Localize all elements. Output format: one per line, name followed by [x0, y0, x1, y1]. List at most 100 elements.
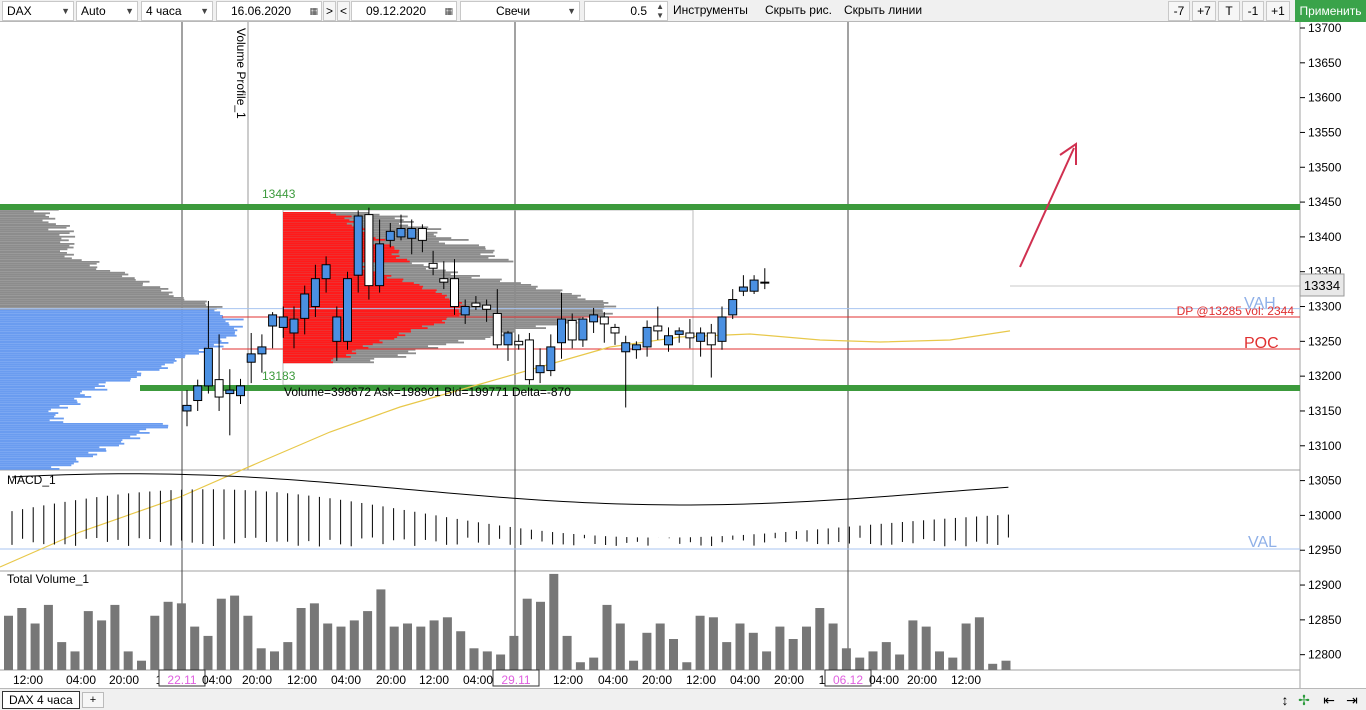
profile-bar — [0, 261, 100, 263]
profile-bar — [0, 428, 147, 431]
chevron-down-icon: ▼ — [567, 6, 576, 16]
step-value: 0.5 — [630, 4, 647, 18]
volume-bar — [270, 651, 279, 670]
expand-icon[interactable]: ✢ — [1298, 692, 1310, 708]
volume-bar — [323, 623, 333, 670]
volume-bar — [868, 651, 878, 670]
next-button[interactable]: > — [323, 1, 336, 21]
plus7-button[interactable]: +7 — [1192, 1, 1216, 21]
symbol-select[interactable]: DAX ▼ — [2, 1, 74, 21]
scale-select[interactable]: Auto ▼ — [76, 1, 138, 21]
profile-bar-ask — [283, 339, 380, 342]
spinner-icon[interactable]: ▲ ▼ — [656, 2, 664, 20]
profile-bar — [0, 295, 174, 297]
profile-bar — [0, 405, 60, 407]
volume-bar — [509, 635, 519, 670]
minus1-button[interactable]: -1 — [1242, 1, 1264, 21]
profile-bar — [0, 444, 119, 447]
volume-bar — [802, 626, 811, 670]
profile-bar — [0, 313, 221, 315]
profile-bar — [0, 450, 107, 452]
profile-bar-ask — [283, 257, 396, 259]
apply-button[interactable]: Применить — [1295, 0, 1366, 22]
profile-bar — [0, 336, 227, 339]
up-arrow-drawing[interactable] — [1019, 142, 1077, 268]
profile-bar — [0, 230, 74, 233]
hide-drawings-button[interactable]: Скрыть рис. — [765, 3, 833, 17]
date-from-field[interactable]: 16.06.2020 ▦ — [216, 1, 322, 21]
plus1-button[interactable]: +1 — [1266, 1, 1290, 21]
volume-bar — [137, 660, 146, 670]
profile-bar-ask — [283, 239, 386, 241]
volume-bar — [456, 631, 466, 670]
price-tick-label: 13000 — [1308, 508, 1342, 522]
profile-bar — [0, 221, 49, 224]
profile-bar — [0, 466, 52, 468]
candle-body — [417, 228, 427, 241]
profile-bar — [0, 399, 77, 402]
profile-bar-ask — [283, 219, 350, 221]
tab-dax-4h[interactable]: DAX 4 часа — [2, 691, 80, 709]
profile-bar-ask — [283, 296, 445, 299]
profile-bar — [0, 356, 185, 359]
profile-bar — [0, 388, 108, 391]
profile-bar-ask — [283, 341, 383, 344]
profile-bar — [0, 324, 230, 326]
volume-bar — [482, 651, 492, 670]
arrow-left-end-icon[interactable]: ⇤ — [1323, 692, 1335, 708]
candle-body — [760, 281, 770, 284]
profile-bar — [0, 347, 207, 350]
profile-bar — [0, 408, 51, 411]
profile-bar — [0, 329, 238, 332]
volume-bar — [83, 611, 93, 670]
profile-bar-ask — [283, 347, 369, 349]
candle-body — [268, 314, 278, 327]
profile-bar-ask — [283, 213, 337, 216]
resize-vertical-icon[interactable]: ↕ — [1281, 692, 1289, 708]
price-tick-label: 12950 — [1308, 543, 1342, 557]
prev-button[interactable]: < — [337, 1, 350, 21]
profile-bar-ask — [283, 255, 400, 257]
volume-bar — [4, 615, 13, 670]
profile-bar-ask — [283, 221, 355, 223]
arrow-right-end-icon[interactable]: ⇥ — [1346, 692, 1358, 708]
profile-bar — [0, 289, 162, 292]
profile-bar — [0, 421, 64, 423]
chart-type-select[interactable]: Свечи ▼ — [460, 1, 580, 21]
profile-bar-ask — [283, 246, 395, 248]
timeframe-select[interactable]: 4 часа ▼ — [141, 1, 213, 21]
candle-body — [332, 316, 342, 342]
candle-body — [278, 316, 288, 328]
chart-area[interactable]: 13700 13650 13600 13550 13500 13450 13400 13350… — [0, 22, 1366, 688]
chart-canvas[interactable]: 1370013650136001355013500134501340013350… — [0, 22, 1366, 688]
volume-bar — [97, 620, 107, 670]
profile-bar-ask — [283, 302, 462, 304]
profile-title: Volume Profile_1 — [234, 28, 248, 119]
volume-bar — [536, 601, 545, 670]
macd-panel — [11, 473, 1009, 547]
profile-bar — [0, 451, 89, 454]
toolbar: DAX ▼ Auto ▼ 4 часа ▼ 16.06.2020 ▦ > < 09.12… — [0, 0, 1366, 22]
candle-body — [567, 319, 577, 341]
volume-bar — [921, 626, 931, 670]
profile-bar-ask — [283, 345, 363, 347]
time-tick-label: 20:00 — [642, 673, 672, 687]
calendar-icon[interactable]: ▦ — [444, 6, 453, 16]
t-button[interactable]: T — [1218, 1, 1240, 21]
profile-bar — [0, 354, 186, 357]
step-stepper[interactable]: 0.5 ▲ ▼ — [584, 1, 668, 21]
candle-body — [610, 326, 620, 334]
date-to-field[interactable]: 09.12.2020 ▦ — [351, 1, 457, 21]
volume-bar — [216, 598, 226, 670]
volume-bar — [722, 642, 732, 670]
volume-bar — [974, 617, 984, 670]
candle-body — [503, 332, 513, 346]
profile-bar-ask — [283, 235, 368, 238]
minus7-button[interactable]: -7 — [1168, 1, 1190, 21]
profile-bar — [0, 455, 93, 458]
hide-lines-button[interactable]: Скрыть линии — [844, 3, 923, 17]
add-tab-button[interactable]: + — [82, 692, 104, 708]
calendar-icon[interactable]: ▦ — [309, 6, 318, 16]
instruments-button[interactable]: Инструменты — [673, 3, 748, 17]
profile-bar — [0, 441, 122, 443]
